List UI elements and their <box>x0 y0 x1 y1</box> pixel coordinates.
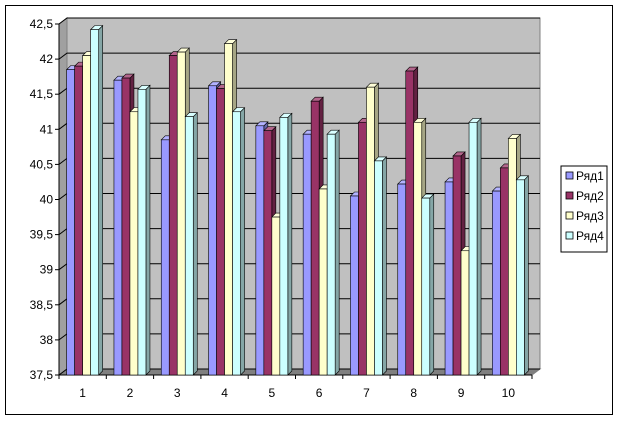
x-tick-label: 7 <box>363 386 370 400</box>
x-tick-label: 6 <box>316 386 323 400</box>
x-tick-label: 2 <box>127 386 134 400</box>
x-tick-label: 3 <box>174 386 181 400</box>
bar-side-Ряд4 <box>98 24 103 376</box>
bar-Ряд4-10 <box>516 179 525 376</box>
y-tick-label: 39,5 <box>30 228 54 242</box>
bar-Ряд1-5 <box>255 125 265 376</box>
bar-Ряд4-1 <box>90 29 99 376</box>
bar-Ряд2-6 <box>310 100 320 376</box>
x-tick-label: 9 <box>458 386 465 400</box>
bar-Ряд2-3 <box>168 55 178 376</box>
bar-side-Ряд4 <box>334 129 340 376</box>
x-tick-label: 8 <box>410 386 417 400</box>
bar-side-Ряд4 <box>240 107 245 376</box>
bar-side-Ряд4 <box>476 117 482 376</box>
bar-Ряд3-6 <box>318 188 328 376</box>
bar-Ряд3-4 <box>224 43 233 376</box>
bar-Ряд1-7 <box>350 195 359 376</box>
gridline <box>58 52 540 60</box>
bar-Ряд2-9 <box>452 155 462 376</box>
x-tick-label: 4 <box>221 386 228 400</box>
bar-Ряд3-1 <box>82 55 91 376</box>
bar-Ряд4-5 <box>279 117 289 376</box>
bar-Ряд1-2 <box>113 79 123 376</box>
bar-Ряд1-8 <box>397 183 407 376</box>
y-tick-label: 39 <box>40 263 54 277</box>
bar-Ряд4-8 <box>421 197 431 376</box>
bar-side-Ряд4 <box>287 112 293 376</box>
x-tick-label: 5 <box>269 386 276 400</box>
bar-Ряд3-7 <box>366 86 375 376</box>
bar-Ряд2-5 <box>263 130 273 376</box>
bar-side-Ряд4 <box>429 193 435 376</box>
legend-swatch-Ряд3 <box>565 211 574 220</box>
bar-Ряд3-8 <box>413 121 423 376</box>
legend-label: Ряд1 <box>576 169 604 183</box>
bar-Ряд3-2 <box>129 111 139 376</box>
legend-label: Ряд2 <box>576 189 604 203</box>
gridline <box>58 17 540 25</box>
bar-Ряд1-4 <box>208 85 217 376</box>
y-tick-label: 37,5 <box>30 368 54 382</box>
y-tick-label: 38,5 <box>30 298 54 312</box>
bar-Ряд1-6 <box>302 133 312 376</box>
bar-side-Ряд4 <box>192 111 198 376</box>
bar-Ряд3-3 <box>176 51 186 376</box>
bar-Ряд1-10 <box>492 190 501 376</box>
legend-swatch-Ряд1 <box>565 171 574 180</box>
y-tick-label: 41,5 <box>30 87 54 101</box>
bar-Ряд4-2 <box>137 88 147 376</box>
bar-Ряд4-4 <box>232 111 241 376</box>
bar-Ряд4-3 <box>184 116 194 376</box>
legend-label: Ряд3 <box>576 209 604 223</box>
x-tick-label: 1 <box>79 386 86 400</box>
legend-swatch-Ряд2 <box>565 191 574 200</box>
y-tick-label: 40,5 <box>30 157 54 171</box>
bar-Ряд2-7 <box>358 121 367 376</box>
bar-Ряд3-9 <box>460 250 470 376</box>
y-tick-label: 42,5 <box>30 17 54 31</box>
bar-Ряд3-10 <box>508 138 517 376</box>
bar-Ряд2-4 <box>216 88 225 376</box>
y-tick-label: 42 <box>40 52 54 66</box>
y-tick-label: 41 <box>40 122 54 136</box>
bar-Ряд2-8 <box>405 70 415 376</box>
y-tick-label: 38 <box>40 333 54 347</box>
bar-Ряд2-1 <box>74 65 83 376</box>
legend-label: Ряд4 <box>576 229 604 243</box>
bar-side-Ряд4 <box>524 175 529 376</box>
bar-Ряд4-6 <box>326 133 336 376</box>
bar-Ряд2-2 <box>121 77 131 376</box>
bar-Ряд1-1 <box>66 69 75 376</box>
bar-Ряд1-3 <box>160 139 170 376</box>
legend-swatch-Ряд4 <box>565 231 574 240</box>
bar-Ряд4-7 <box>374 160 383 376</box>
bar-Ряд3-5 <box>271 216 281 376</box>
x-tick-label: 10 <box>502 386 516 400</box>
bar-side-Ряд4 <box>382 156 387 376</box>
bar-Ряд4-9 <box>468 121 478 376</box>
bar-side-Ряд4 <box>145 84 151 376</box>
y-tick-label: 40 <box>40 193 54 207</box>
bar-Ряд2-10 <box>500 167 509 376</box>
bar-Ряд1-9 <box>444 181 454 376</box>
